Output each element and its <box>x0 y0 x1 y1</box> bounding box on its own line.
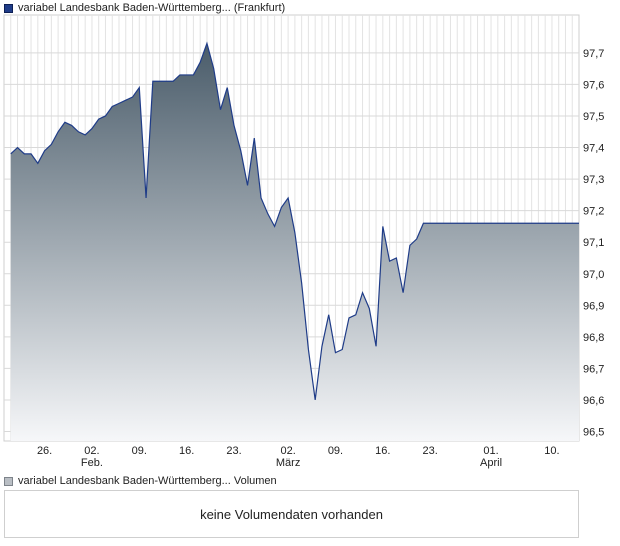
x-tick-label: 09. <box>132 445 147 457</box>
x-tick-label: 01. <box>483 445 498 457</box>
price-legend-label: variabel Landesbank Baden-Württemberg...… <box>18 2 286 14</box>
volume-legend-swatch <box>4 476 13 486</box>
x-tick-label: 09. <box>328 445 343 457</box>
x-tick-label: 26. <box>37 445 52 457</box>
x-tick-label: 02. <box>84 445 99 457</box>
price-line <box>10 41 579 401</box>
y-axis-labels: 96,5 96,6 96,7 96,8 96,9 97,0 97,1 97,2 97,3 97,4… <box>583 48 604 439</box>
y-tick-label: 96,7 <box>583 363 604 375</box>
y-tick-label: 97,6 <box>583 79 604 91</box>
price-chart: 96,5 96,6 96,7 96,8 96,9 97,0 97,1 97,2 97,3 97,4… <box>3 14 604 469</box>
x-tick-month-label: Feb. <box>81 457 103 469</box>
volume-legend-label: variabel Landesbank Baden-Württemberg...… <box>18 475 277 487</box>
y-tick-label: 96,9 <box>583 300 604 312</box>
x-tick-month-label: März <box>276 457 300 469</box>
y-tick-label: 97,3 <box>583 174 604 186</box>
y-tick-label: 96,5 <box>583 427 604 439</box>
volume-legend: variabel Landesbank Baden-Württemberg...… <box>4 474 277 488</box>
price-area-fill <box>10 43 579 442</box>
y-tick-label: 97,5 <box>583 111 604 123</box>
y-tick-label: 97,7 <box>583 48 604 60</box>
y-tick-label: 96,6 <box>583 395 604 407</box>
y-tick-label: 97,2 <box>583 206 604 218</box>
x-tick-label: 23. <box>423 445 438 457</box>
price-legend-swatch <box>4 3 13 13</box>
x-tick-label: 02. <box>280 445 295 457</box>
y-tick-label: 97,4 <box>583 143 604 155</box>
x-tick-label: 10. <box>544 445 559 457</box>
x-tick-label: 16. <box>179 445 194 457</box>
x-tick-month-label: April <box>480 457 502 469</box>
y-tick-label: 97,0 <box>583 269 604 281</box>
y-tick-label: 96,8 <box>583 332 604 344</box>
y-tick-label: 97,1 <box>583 237 604 249</box>
volume-empty-message: keine Volumendaten vorhanden <box>200 506 383 522</box>
price-legend: variabel Landesbank Baden-Württemberg...… <box>4 1 285 15</box>
volume-panel: keine Volumendaten vorhanden <box>4 490 579 538</box>
x-tick-label: 16. <box>375 445 390 457</box>
x-tick-label: 23. <box>226 445 241 457</box>
